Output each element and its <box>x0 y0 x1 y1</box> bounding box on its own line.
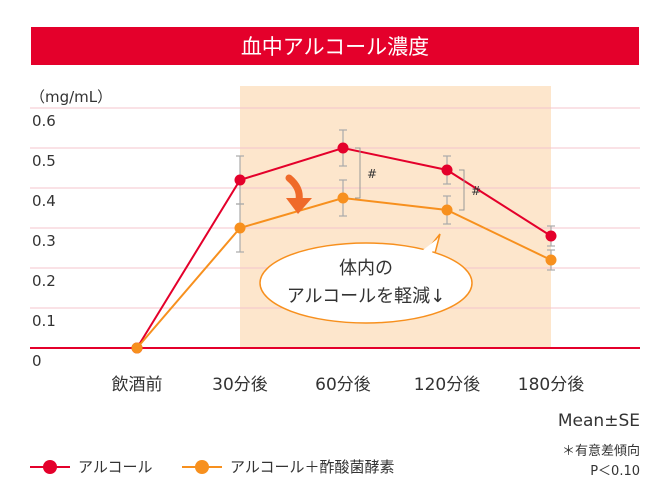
significance-bracket <box>355 147 361 199</box>
legend-label-alcohol: アルコール <box>78 458 153 476</box>
speech-bubble-tail-cover <box>423 240 436 256</box>
x-tick-label: 120分後 <box>414 375 480 395</box>
data-point <box>234 174 246 186</box>
data-point <box>545 230 557 242</box>
legend-marker-alcohol-enzyme <box>182 459 222 474</box>
y-tick-label: 0.6 <box>32 112 56 130</box>
annotation-line-2: アルコールを軽減↓ <box>287 286 446 307</box>
y-tick-label: 0.2 <box>32 272 56 290</box>
x-tick-label: 60分後 <box>315 375 371 395</box>
y-tick-label: 0.1 <box>32 312 56 330</box>
y-axis-unit: （mg/mL） <box>30 88 113 106</box>
data-point <box>545 254 557 266</box>
down-arrow-head-icon <box>286 198 312 214</box>
y-tick-label: 0 <box>32 352 42 370</box>
data-point <box>234 222 246 234</box>
y-tick-label: 0.4 <box>32 192 56 210</box>
legend-marker-alcohol <box>30 459 70 474</box>
note-significance: ＊有意差傾向 <box>561 444 640 459</box>
x-tick-label: 飲酒前 <box>112 375 163 395</box>
data-point <box>441 204 453 216</box>
chart-title: 血中アルコール濃度 <box>31 27 639 65</box>
data-point <box>131 342 143 354</box>
data-point <box>441 164 453 176</box>
note-p-value: P＜0.10 <box>590 464 640 479</box>
y-tick-label: 0.3 <box>32 232 56 250</box>
data-point <box>337 142 349 154</box>
significance-mark: # <box>471 184 481 198</box>
speech-bubble <box>259 242 473 324</box>
data-point <box>337 192 349 204</box>
legend-label-alcohol-enzyme: アルコール＋酢酸菌酵素 <box>230 458 395 476</box>
legend-item-alcohol: アルコール <box>30 456 153 477</box>
significance-mark: # <box>367 167 377 181</box>
x-tick-label: 180分後 <box>518 375 584 395</box>
y-tick-label: 0.5 <box>32 152 56 170</box>
significance-bracket <box>459 169 465 211</box>
stat-label: Mean±SE <box>557 411 640 431</box>
x-tick-label: 30分後 <box>212 375 268 395</box>
legend-item-alcohol-enzyme: アルコール＋酢酸菌酵素 <box>182 456 395 477</box>
annotation-line-1: 体内の <box>339 258 393 279</box>
